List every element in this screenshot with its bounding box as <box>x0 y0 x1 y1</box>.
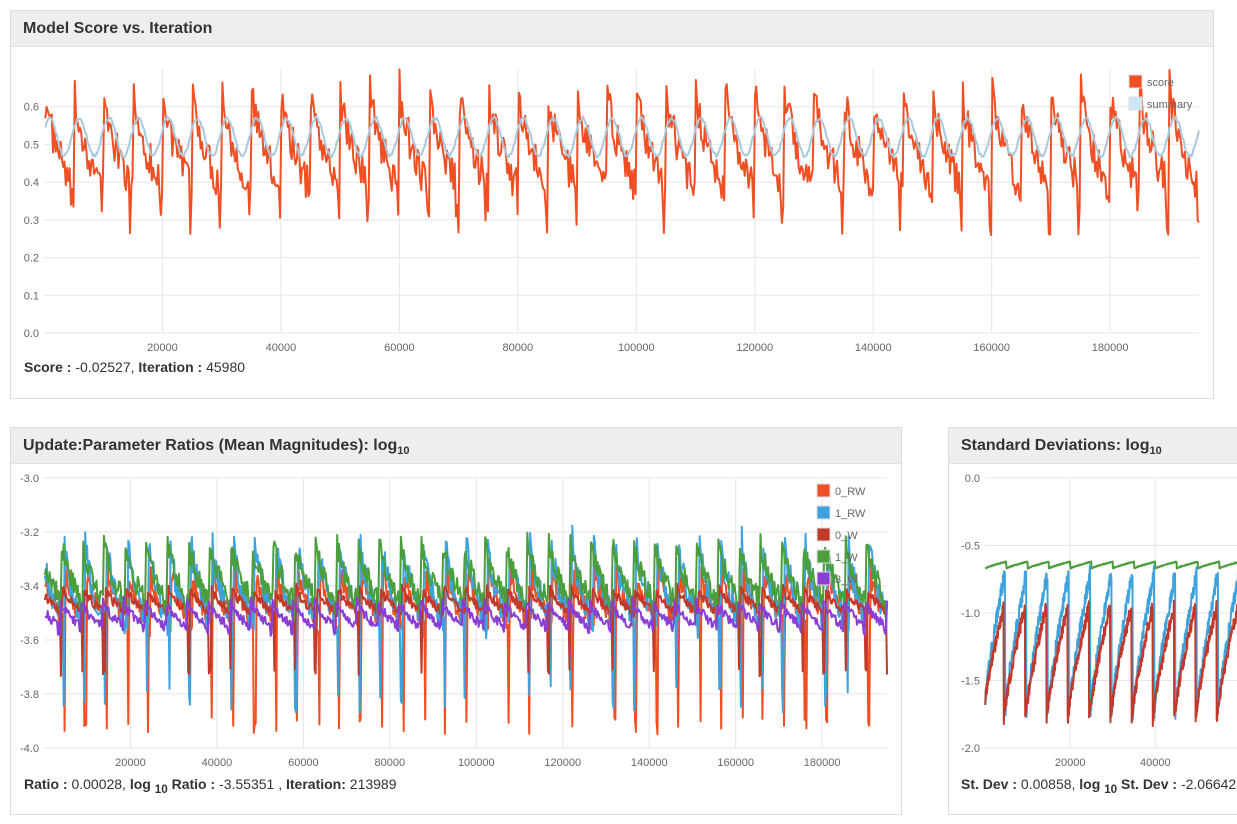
legend-label-0_RW: 0_RW <box>835 486 866 498</box>
y-tick-label: 0.0 <box>24 328 39 340</box>
stdev-title-text: Standard Deviations: log <box>961 437 1150 454</box>
ratios-panel: Update:Parameter Ratios (Mean Magnitudes… <box>10 427 902 815</box>
legend-label-3_W: 3_W <box>835 574 858 586</box>
x-tick-label: 120000 <box>544 757 581 769</box>
x-tick-label: 180000 <box>1092 342 1129 354</box>
legend-swatch-summary <box>1128 96 1143 111</box>
series-line-score <box>44 68 1200 237</box>
legend-swatch-1_RW <box>816 505 831 520</box>
ratios-title-text: Update:Parameter Ratios (Mean Magnitudes… <box>23 437 398 454</box>
y-tick-label: 0.3 <box>24 215 39 227</box>
series-line-red <box>984 599 1237 727</box>
x-tick-label: 80000 <box>503 342 534 354</box>
ratio-iteration-label: Iteration: <box>286 776 346 792</box>
stdev-panel-title: Standard Deviations: log10 <box>961 437 1162 457</box>
legend-label-1_W: 1_W <box>835 552 858 564</box>
x-tick-label: 20000 <box>1055 757 1086 769</box>
y-tick-label: -1.0 <box>961 608 980 620</box>
score-readout: Score : -0.02527, Iteration : 45980 <box>24 359 245 375</box>
score-label: Score : <box>24 359 72 375</box>
stdev-value: 0.00858, <box>1020 776 1076 792</box>
x-tick-label: 100000 <box>458 757 495 769</box>
stdev-log-label: log 10 St. Dev : <box>1079 776 1178 796</box>
iteration-value: 45980 <box>206 359 246 375</box>
score-value: -0.02527, <box>75 359 135 375</box>
x-tick-label: 140000 <box>631 757 668 769</box>
stdev-readout: St. Dev : 0.00858, log 10 St. Dev : -2.0… <box>961 776 1236 796</box>
series-line-3_W <box>44 595 888 637</box>
y-tick-label: 0.6 <box>24 102 39 114</box>
x-tick-label: 160000 <box>973 342 1010 354</box>
y-tick-label: -1.5 <box>961 676 980 688</box>
log-ratio-value: -3.55351 , <box>219 776 283 792</box>
score-panel-header: Model Score vs. Iteration <box>11 11 1213 47</box>
y-tick-label: -0.5 <box>961 541 980 553</box>
y-tick-label: 0.5 <box>24 139 39 151</box>
ratio-value: 0.00028, <box>71 776 126 792</box>
y-tick-label: 0.2 <box>24 253 39 265</box>
ratios-panel-header: Update:Parameter Ratios (Mean Magnitudes… <box>11 428 901 464</box>
series-line-1_W <box>43 531 888 624</box>
x-tick-label: 40000 <box>202 757 233 769</box>
x-tick-label: 140000 <box>855 342 892 354</box>
ratios-title-sub: 10 <box>397 445 410 458</box>
y-tick-label: -2.0 <box>961 743 980 755</box>
stdev-title-sub: 10 <box>1149 445 1162 458</box>
y-tick-label: -3.6 <box>20 635 39 647</box>
stdev-panel: Standard Deviations: log10 0.0 -0.5 -1.0 -1… <box>948 427 1237 815</box>
series-line-summary <box>44 115 1200 159</box>
y-tick-label: -3.4 <box>20 581 39 593</box>
legend-label-score: score <box>1147 77 1174 89</box>
legend-label-summary: summary <box>1147 99 1193 111</box>
y-tick-label: -4.0 <box>20 743 39 755</box>
y-tick-label: -3.2 <box>20 527 39 539</box>
x-tick-label: 20000 <box>115 757 146 769</box>
x-tick-label: 100000 <box>618 342 655 354</box>
legend-swatch-0_RW <box>816 483 831 498</box>
x-tick-label: 60000 <box>384 342 415 354</box>
legend-label-0_W: 0_W <box>835 530 858 542</box>
score-chart[interactable]: 0.0 0.1 0.2 0.3 0.4 0.5 0.6 20000 40000 60000 8000… <box>11 51 1215 361</box>
legend-swatch-3_W <box>816 571 831 586</box>
y-tick-label: 0.0 <box>965 473 980 485</box>
ratio-label: Ratio : <box>24 776 68 792</box>
legend-label-1_RW: 1_RW <box>835 508 866 520</box>
ratios-panel-title: Update:Parameter Ratios (Mean Magnitudes… <box>23 437 410 457</box>
legend-swatch-1_W <box>816 549 831 564</box>
legend-swatch-0_W <box>816 527 831 542</box>
score-panel-title: Model Score vs. Iteration <box>23 20 213 37</box>
y-tick-label: -3.0 <box>20 473 39 485</box>
legend-swatch-score <box>1128 74 1143 89</box>
log-label: log 10 Ratio : <box>129 776 216 796</box>
x-tick-label: 80000 <box>375 757 406 769</box>
ratios-chart[interactable]: -3.0 -3.2 -3.4 -3.6 -3.8 -4.0 20000 40000 60000 8… <box>11 468 903 773</box>
ratios-readout: Ratio : 0.00028, log 10 Ratio : -3.55351… <box>24 776 397 796</box>
stdev-label: St. Dev : <box>961 776 1018 792</box>
x-tick-label: 40000 <box>266 342 297 354</box>
ratio-iteration-value: 213989 <box>349 776 397 792</box>
y-tick-label: 0.1 <box>24 290 39 302</box>
x-tick-label: 40000 <box>1140 757 1171 769</box>
x-tick-label: 60000 <box>288 757 319 769</box>
x-tick-label: 20000 <box>147 342 178 354</box>
x-tick-label: 160000 <box>717 757 754 769</box>
stdev-log-value: -2.06642 <box>1180 776 1237 792</box>
series-line-green <box>984 560 1237 570</box>
stdev-panel-header: Standard Deviations: log10 <box>949 428 1237 464</box>
iteration-label: Iteration : <box>138 359 203 375</box>
y-tick-label: 0.4 <box>24 177 39 189</box>
y-tick-label: -3.8 <box>20 689 39 701</box>
x-tick-label: 180000 <box>804 757 841 769</box>
score-panel: Model Score vs. Iteration 0.0 0.1 0.2 0.3 0.… <box>10 10 1214 399</box>
x-tick-label: 120000 <box>736 342 773 354</box>
